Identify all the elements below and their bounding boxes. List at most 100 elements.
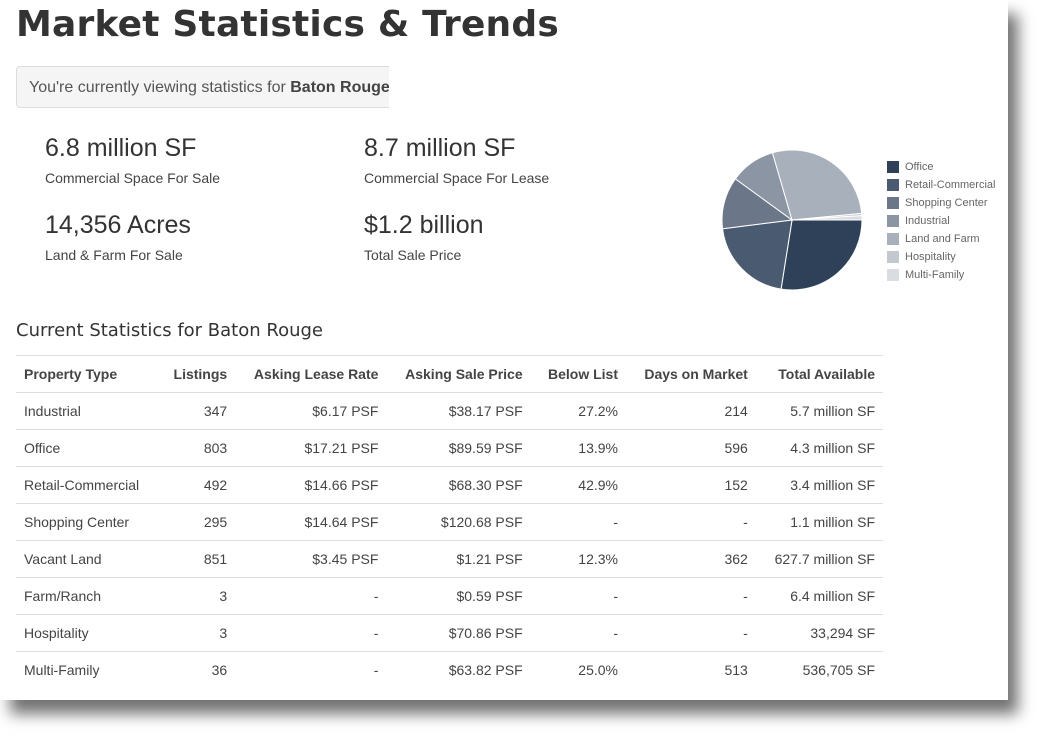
table-cell: 627.7 million SF [755,540,883,578]
legend-label: Shopping Center [905,197,988,209]
column-header: Listings [156,355,236,393]
table-cell: - [530,503,626,541]
stat-value: $1.2 billion [364,211,484,239]
table-cell: 596 [626,429,756,467]
legend-item: Retail-Commercial [887,176,995,194]
table-cell: - [235,614,387,652]
legend-swatch [887,215,899,227]
market-stats-panel: Market Statistics & Trends You're curren… [16,4,996,688]
stat-label: Commercial Space For Lease [364,170,550,186]
table-cell: $38.17 PSF [386,392,531,430]
table-cell: Vacant Land [16,540,157,578]
table-cell: $14.64 PSF [235,503,387,541]
table-cell: Office [16,429,157,467]
legend-item: Shopping Center [887,194,995,212]
column-header: Asking Sale Price [386,355,531,393]
statistics-table: Property Type Listings Asking Lease Rate As… [16,355,883,688]
table-cell: $6.17 PSF [235,392,387,430]
table-cell: 1.1 million SF [755,503,883,541]
table-cell: 3.4 million SF [755,466,883,504]
pie-slice-retail-commercial[interactable] [721,219,793,290]
table-cell: Hospitality [16,614,157,652]
table-cell: 3 [156,614,236,652]
location-banner: You're currently viewing statistics for … [16,66,389,108]
property-type-pie-chart [721,149,863,291]
stat-value: 8.7 million SF [364,134,516,162]
table-cell: Retail-Commercial [16,466,157,504]
pie-legend: Office Retail-Commercial Shopping Center In… [887,158,995,284]
column-header: Below List [530,355,626,393]
table-cell: $63.82 PSF [386,651,531,688]
table-cell: 851 [156,540,236,578]
legend-label: Hospitality [905,251,956,263]
legend-item: Land and Farm [887,230,995,248]
table-row: Office 803 $17.21 PSF $89.59 PSF 13.9% 596 4.3… [16,429,883,467]
stat-label: Total Sale Price [364,247,462,263]
legend-label: Land and Farm [905,233,980,245]
table-row: Farm/Ranch 3- $0.59 PSF - -6.4 million SF [16,577,883,615]
banner-city: Baton Rouge [290,79,389,96]
table-cell: $3.45 PSF [235,540,387,578]
column-header: Days on Market [626,355,756,393]
table-cell: 536,705 SF [755,651,883,688]
stat-value: 14,356 Acres [45,211,191,239]
table-row: Multi-Family 36- $63.82 PSF 25.0% 513 536,705… [16,651,883,688]
table-cell: 27.2% [530,392,626,430]
stat-commercial-sale: 6.8 million SF Commercial Space For Sale [45,134,220,186]
legend-item: Industrial [887,212,995,230]
stat-label: Land & Farm For Sale [45,247,183,263]
legend-label: Multi-Family [905,269,965,281]
legend-swatch [887,179,899,191]
table-cell: 13.9% [530,429,626,467]
legend-item: Office [887,158,995,176]
table-header-row: Property Type Listings Asking Lease Rate As… [16,355,883,393]
legend-swatch [887,233,899,245]
table-row: Industrial 347 $6.17 PSF $38.17 PSF 27.2% 214… [16,392,883,430]
table-cell: Shopping Center [16,503,157,541]
table-cell: 513 [626,651,756,688]
table-cell: - [530,577,626,615]
table-row: Shopping Center 295 $14.64 PSF $120.68 PSF -… [16,503,883,541]
table-cell: - [626,577,756,615]
stat-value: 6.8 million SF [45,134,197,162]
column-header: Total Available [755,355,883,393]
pie-slice-office[interactable] [780,219,863,291]
table-cell: 33,294 SF [755,614,883,652]
table-cell: 36 [156,651,236,688]
legend-swatch [887,161,899,173]
table-row: Retail-Commercial 492 $14.66 PSF $68.30 PSF… [16,466,883,504]
legend-item: Hospitality [887,248,995,266]
table-cell: $68.30 PSF [386,466,531,504]
table-cell: $89.59 PSF [386,429,531,467]
legend-swatch [887,269,899,281]
table-cell: Farm/Ranch [16,577,157,615]
table-cell: 347 [156,392,236,430]
table-cell: 152 [626,466,756,504]
legend-swatch [887,197,899,209]
table-cell: 42.9% [530,466,626,504]
table-cell: 5.7 million SF [755,392,883,430]
legend-swatch [887,251,899,263]
table-cell: - [235,577,387,615]
pie-slice-multi-family[interactable] [791,215,863,221]
column-header: Asking Lease Rate [235,355,387,393]
table-cell: $1.21 PSF [386,540,531,578]
legend-item: Multi-Family [887,266,995,284]
stat-total-sale-price: $1.2 billion Total Sale Price [364,211,484,263]
legend-label: Office [905,161,934,173]
column-header: Property Type [16,355,157,393]
table-cell: 295 [156,503,236,541]
table-title: Current Statistics for Baton Rouge [16,320,324,341]
page-title: Market Statistics & Trends [16,4,559,45]
table-cell: 6.4 million SF [755,577,883,615]
table-cell: - [626,503,756,541]
legend-label: Industrial [905,215,950,227]
table-cell: - [626,614,756,652]
table-body: Industrial 347 $6.17 PSF $38.17 PSF 27.2% 214… [16,392,883,688]
table-cell: $17.21 PSF [235,429,387,467]
pie-slice-land-and-farm[interactable] [771,149,863,221]
table-cell: $120.68 PSF [386,503,531,541]
stat-commercial-lease: 8.7 million SF Commercial Space For Leas… [364,134,549,186]
table-row: Hospitality 3- $70.86 PSF - -33,294 SF [16,614,883,652]
table-cell: $0.59 PSF [386,577,531,615]
